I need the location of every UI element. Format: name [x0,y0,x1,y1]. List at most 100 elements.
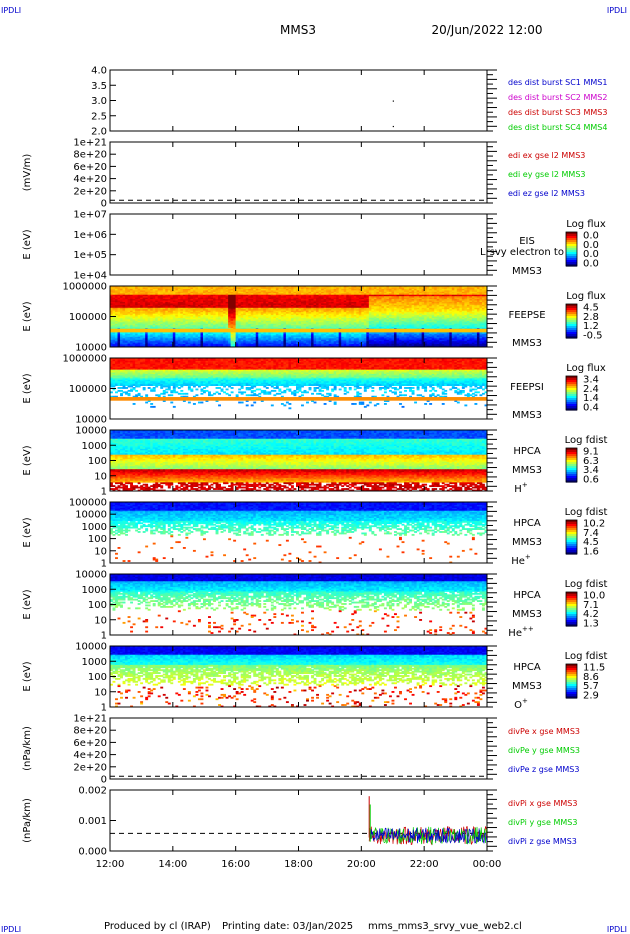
feepse-pixel [223,312,227,314]
feepse-pixel [195,319,199,322]
feepse-pixel [213,313,216,316]
feepse-pixel [321,315,325,317]
feepse-pixel [122,338,126,341]
feepse-pixel [177,338,181,341]
feepse-pixel [190,322,194,325]
feepse-pixel [288,307,292,310]
feepse-pixel [288,290,292,293]
feepse-pixel [175,290,179,293]
feepse-pixel [205,344,209,346]
feepse-pixel [273,310,277,313]
feepse-pixel [202,333,206,336]
feepse-pixel [205,299,209,301]
feepse-pixel [185,288,189,291]
feepse-pixel [155,296,159,299]
feepse-pixel [285,325,289,328]
feepse-pixel [333,341,337,344]
feepse-pixel [160,300,164,303]
feepse-pixel [316,338,319,341]
feepse-pixel [177,339,181,342]
feepse-pixel [243,313,247,316]
feepse-pixel [248,310,252,313]
feepse-pixel [228,344,232,346]
feepse-pixel [283,315,287,317]
feepse-pixel [177,304,181,307]
feepse-pixel [147,341,151,344]
feepse-pixel [215,344,219,346]
feepse-pixel [323,322,327,325]
feepse-pixel [331,300,335,303]
feepse-pixel [172,296,176,299]
feepse-pixel [140,294,144,297]
feepse-pixel [155,315,159,317]
feepse-pixel [110,297,113,300]
feepse-pixel [155,319,159,322]
feepse-pixel [213,333,216,336]
feepse-pixel [321,287,325,290]
feepse-pixel [316,317,319,320]
feepse-pixel [265,344,269,346]
feepse-pixel [268,297,272,300]
feepse-pixel [323,316,327,319]
feepse-pixel [255,333,259,336]
feepse-pixel [313,315,317,317]
feepse-pixel [290,345,294,348]
feepse-pixel [250,293,254,296]
feepse-pixel [120,309,123,312]
feepse-pixel [195,304,199,307]
feepse-pixel [273,287,277,290]
feepse-pixel [341,345,345,348]
feepse-pixel [235,310,239,313]
feepse-pixel [306,297,309,300]
feepse-pixel [255,286,259,288]
feepse-pixel [245,342,249,345]
feepse-pixel [336,303,340,306]
feepse-pixel [145,333,149,336]
feepse-pixel [195,290,199,293]
feepse-pixel [240,338,244,341]
feepse-pixel [306,336,309,339]
feepse-pixel [197,310,201,313]
feepse-pixel [205,294,209,297]
feepse-pixel [285,315,289,317]
feepse-pixel [343,338,347,341]
feepse-pixel [245,306,249,309]
feepse-pixel [125,312,128,314]
feepse-pixel [301,299,304,301]
feepse-pixel [110,286,113,288]
feepse-pixel [170,290,174,293]
feepse-pixel [135,299,139,301]
feepse-pixel [326,317,330,320]
feepse-pixel [125,288,128,291]
feepse-pixel [202,313,206,316]
feepse-pixel [145,345,149,348]
feepse-pixel [115,344,118,346]
feepse-pixel [137,299,141,301]
feepse-pixel [218,303,221,306]
feepse-pixel [155,293,159,296]
feepse-pixel [220,300,224,303]
feepse-pixel [323,335,327,338]
feepse-pixel [248,326,252,329]
feepse-pixel [162,290,166,293]
feepse-pixel [130,287,134,290]
feepse-pixel [155,339,159,342]
feepse-pixel [157,313,161,316]
feepse-pixel [220,323,224,326]
feepse-pixel [210,323,214,326]
feepse-pixel [263,299,267,301]
feepse-pixel [160,332,164,335]
feepse-pixel [155,341,159,344]
feepse-pixel [218,339,221,342]
feepse-pixel [328,304,332,307]
feepse-pixel [150,312,154,314]
feepse-pixel [348,342,352,345]
edi-frame [109,141,488,204]
feepse-pixel [162,296,166,299]
feepse-pixel [285,322,289,325]
feepse-pixel [331,335,335,338]
feepse-pixel [197,307,201,310]
feepse-pixel [268,309,272,312]
feepse-pixel [177,301,181,304]
feepse-pixel [162,309,166,312]
